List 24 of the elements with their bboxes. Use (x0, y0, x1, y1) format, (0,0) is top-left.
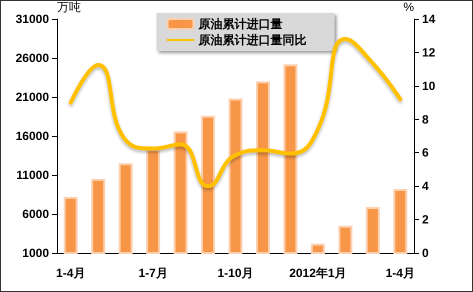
legend-label: 原油累计进口量 (198, 17, 282, 31)
y-axis-title: 万吨 (57, 0, 81, 14)
x-tick-label: 1-4月 (386, 266, 415, 280)
x-tick-label: 1-7月 (138, 266, 168, 280)
x-tick-label: 1-10月 (217, 266, 254, 280)
y2-axis-title: % (403, 0, 414, 14)
y-tick-label: 16000 (16, 129, 50, 143)
y2-tick-label: 10 (422, 78, 436, 93)
x-tick-label: 2012年1月 (289, 266, 347, 280)
y-tick-label: 1000 (22, 246, 50, 260)
y-tick-label: 26000 (16, 51, 50, 65)
y-tick-label: 6000 (22, 207, 50, 221)
y-tick-label: 31000 (16, 12, 50, 26)
y2-tick-label: 2 (422, 212, 429, 227)
y2-tick-label: 4 (422, 179, 429, 194)
y2-tick-label: 14 (422, 12, 436, 26)
x-tick-label: 1-4月 (56, 266, 86, 280)
y2-tick-label: 0 (422, 246, 429, 260)
y2-tick-label: 6 (422, 146, 429, 160)
y-tick-label: 11000 (16, 168, 50, 182)
y2-tick-label: 8 (422, 112, 429, 126)
y-tick-label: 21000 (16, 90, 50, 104)
y2-tick-label: 12 (422, 45, 436, 60)
legend-label: 原油累计进口量同比 (198, 33, 306, 47)
